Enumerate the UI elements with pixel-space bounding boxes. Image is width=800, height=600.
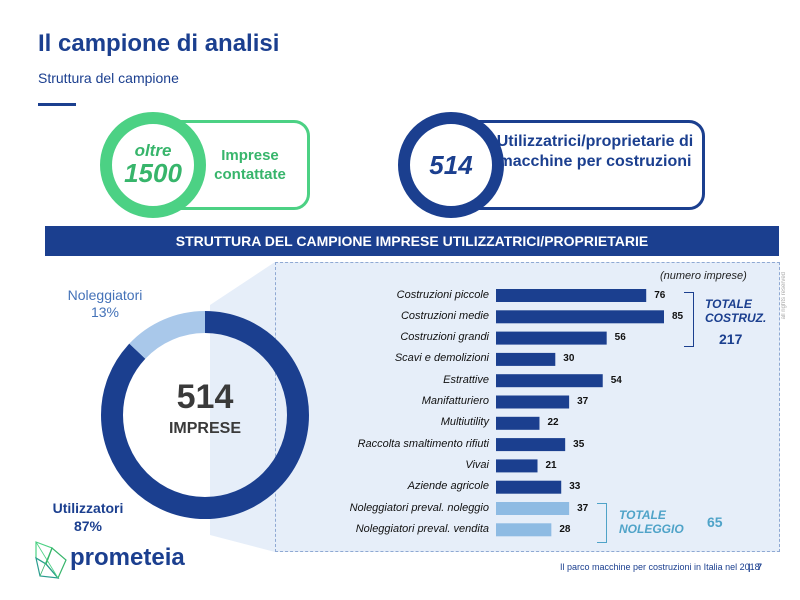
bar-value-multiutility: 22 [547, 417, 559, 429]
total-noleggio-label: TOTALE NOLEGGIO [619, 508, 684, 537]
contacted-stat-circle: oltre 1500 [100, 112, 206, 218]
bar-aziende-agricole [496, 480, 562, 494]
bar-label-noleggiatori-preval-noleggio: Noleggiatori preval. noleggio [349, 501, 489, 514]
bar-multiutility [496, 416, 540, 430]
bar-value-noleggiatori-preval-vendita: 28 [559, 523, 571, 535]
bar-chart-unit-note: (numero imprese) [660, 270, 747, 282]
sample-stat-value: 514 [429, 149, 473, 180]
footer-text: Il parco macchine per costruzioni in Ita… [560, 562, 760, 572]
bar-vivai [496, 459, 538, 473]
bar-estrattive [496, 374, 603, 388]
section-banner: STRUTTURA DEL CAMPIONE IMPRESE UTILIZZAT… [45, 226, 779, 256]
bar-scavi-e-demolizioni [496, 352, 556, 366]
title-underline [38, 103, 76, 106]
bar-raccolta-smaltimento-rifiuti [496, 438, 566, 452]
bar-label-estrattive: Estrattive [443, 373, 489, 386]
bar-noleggiatori-preval-noleggio [496, 502, 570, 515]
donut-label-utilizzatori-pct: 87% [73, 517, 103, 534]
contacted-stat-prefix: oltre [134, 141, 172, 161]
bar-label-costruzioni-medie: Costruzioni medie [400, 309, 489, 322]
donut-label-noleggiatori-name: Noleggiatori [67, 287, 143, 303]
bracket-costruzioni [684, 292, 694, 347]
bar-value-costruzioni-piccole: 76 [654, 289, 666, 301]
bar-label-vivai: Vivai [465, 458, 489, 471]
bar-label-aziende-agricole: Aziende agricole [407, 480, 489, 493]
brand-name: prometeia [70, 544, 185, 571]
bar-value-manifatturiero: 37 [577, 396, 589, 407]
bar-value-scavi-e-demolizioni: 30 [563, 353, 575, 365]
bar-value-costruzioni-medie: 85 [672, 310, 684, 322]
donut-slice-noleggiatori [101, 311, 309, 519]
bar-label-noleggiatori-preval-vendita: Noleggiatori preval. vendita [355, 522, 489, 535]
bar-label-costruzioni-piccole: Costruzioni piccole [396, 288, 489, 301]
bar-noleggiatori-preval-vendita [496, 523, 552, 537]
donut-label-noleggiatori: Noleggiatori 13% [45, 287, 165, 321]
prometeia-logo-icon [35, 541, 67, 580]
total-costruzioni-label-line1: TOTALE [705, 297, 752, 311]
contacted-stat-label: Imprese contattate [214, 147, 286, 183]
donut-label-noleggiatori-pct: 13% [90, 303, 120, 320]
bar-costruzioni-grandi [496, 331, 607, 345]
bar-label-scavi-e-demolizioni: Scavi e demolizioni [394, 352, 489, 365]
bracket-noleggio [597, 503, 607, 543]
bar-value-noleggiatori-preval-noleggio: 37 [577, 502, 589, 514]
total-costruzioni-label-line2: COSTRUZ. [705, 311, 767, 326]
bar-value-estrattive: 54 [610, 374, 622, 386]
rights-note: all rights reserved [781, 272, 787, 320]
bar-label-raccolta-smaltimento-rifiuti: Raccolta smaltimento rifiuti [357, 437, 489, 450]
page-title: Il campione di analisi [38, 30, 280, 57]
bar-costruzioni-medie [496, 310, 664, 324]
total-costruzioni-label: TOTALE COSTRUZ. [705, 297, 766, 326]
sample-stat-label: Utilizzatrici/proprietarie di macchine p… [496, 133, 694, 170]
total-noleggio-label-line1: TOTALE [619, 508, 666, 522]
bar-value-raccolta-smaltimento-rifiuti: 35 [573, 438, 585, 450]
donut-center-label: IMPRESE [168, 420, 241, 437]
page-subtitle: Struttura del campione [38, 70, 179, 86]
bar-manifatturiero [496, 395, 570, 409]
total-costruzioni-value: 217 [719, 331, 743, 347]
contacted-stat-value: 1500 [124, 158, 182, 189]
donut-label-utilizzatori-name: Utilizzatori [52, 500, 124, 516]
footer-separator: | [748, 562, 751, 572]
bar-label-manifatturiero: Manifatturiero [421, 395, 489, 407]
total-noleggio-value: 65 [707, 514, 723, 530]
page-number: 7 [757, 562, 763, 572]
donut-center-value: 514 [176, 378, 234, 416]
bar-label-costruzioni-grandi: Costruzioni grandi [400, 331, 489, 344]
donut-label-utilizzatori: Utilizzatori 87% [28, 500, 148, 535]
bar-value-costruzioni-grandi: 56 [614, 332, 626, 344]
bar-value-aziende-agricole: 33 [569, 481, 581, 493]
total-noleggio-label-line2: NOLEGGIO [619, 522, 684, 537]
bar-value-vivai: 21 [545, 459, 557, 471]
bar-costruzioni-piccole [496, 289, 647, 302]
bar-label-multiutility: Multiutility [440, 416, 489, 429]
